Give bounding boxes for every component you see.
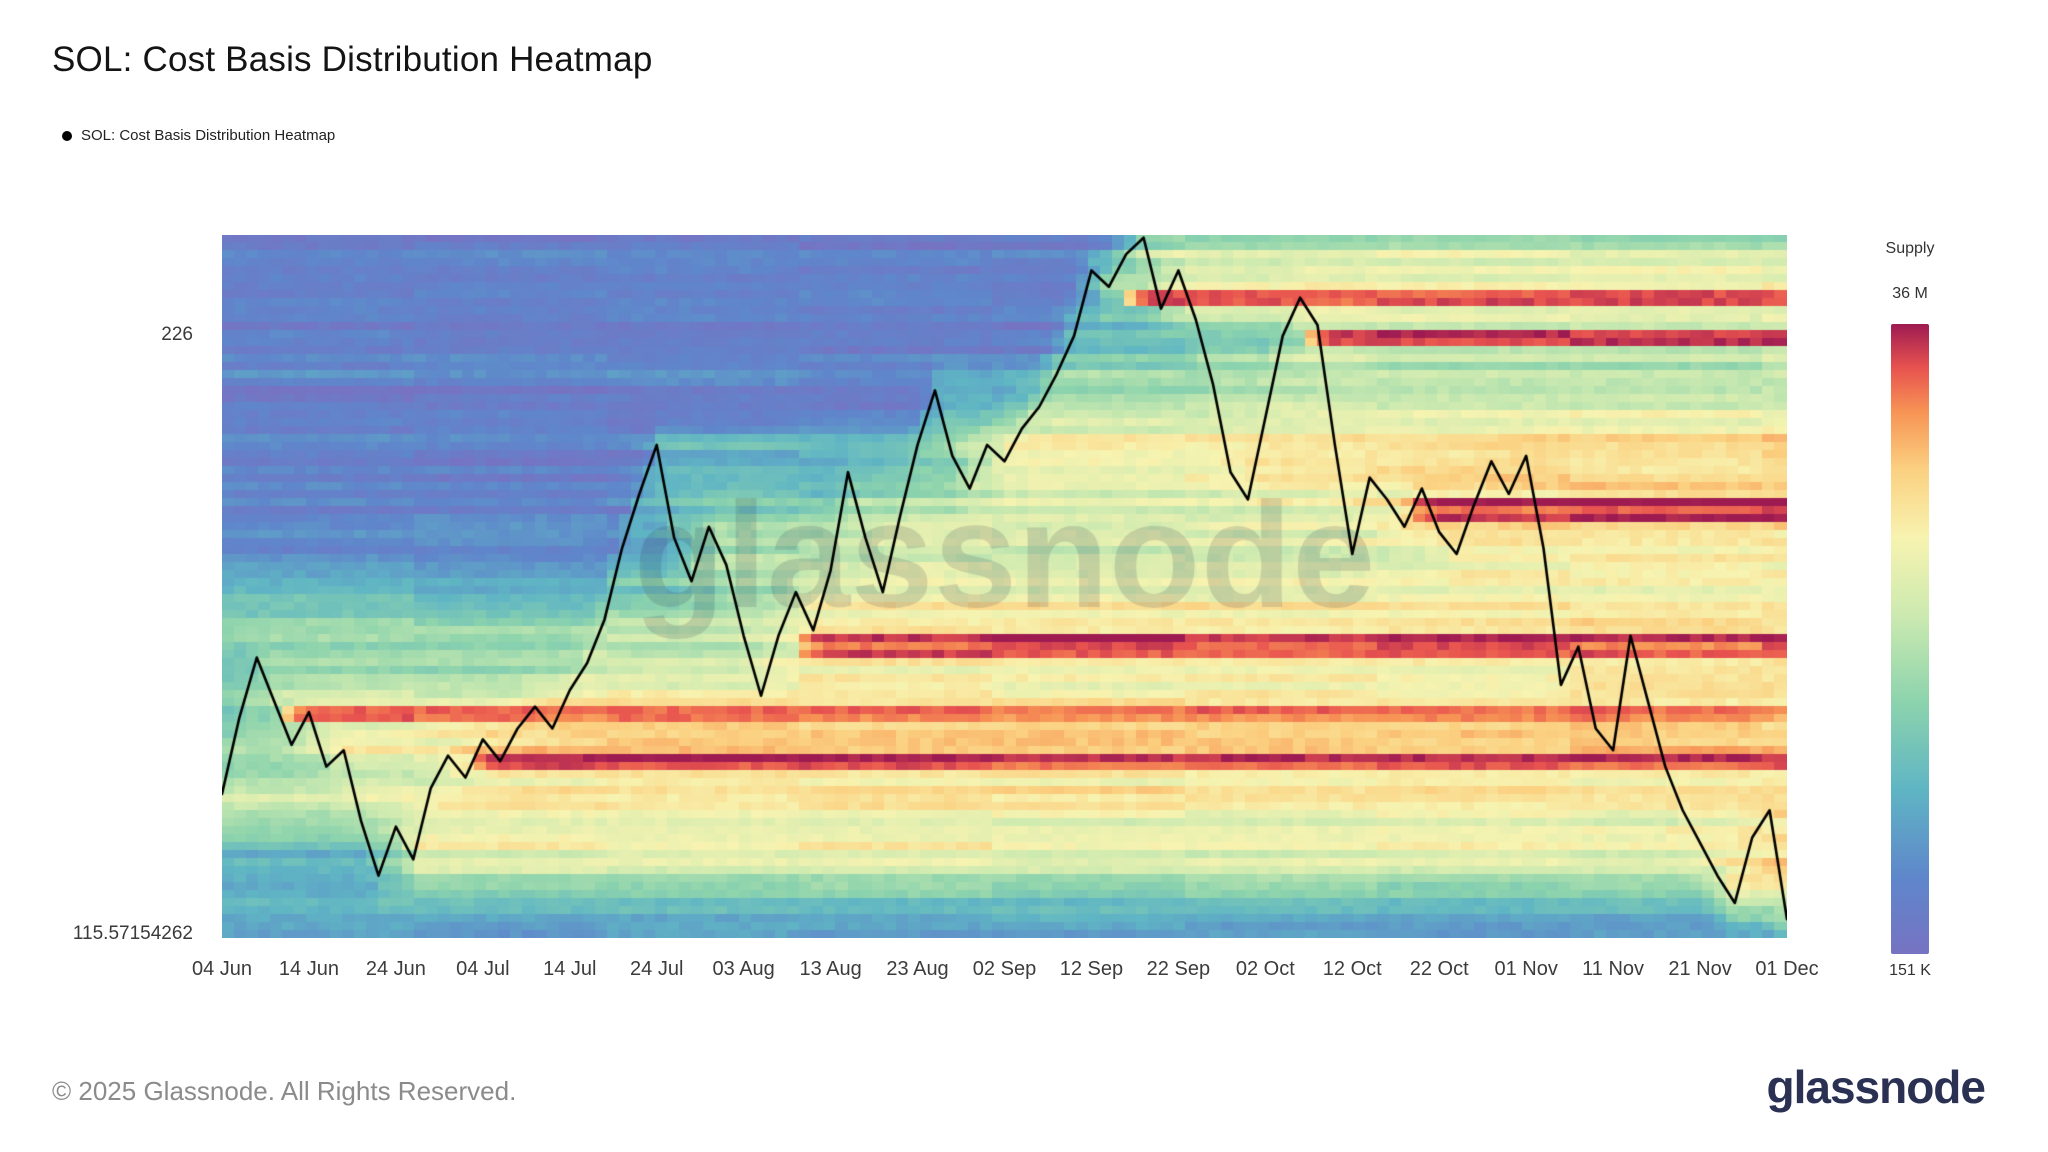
y-axis-label-min: 115.57154262 — [72, 923, 193, 944]
x-tick-label: 13 Aug — [799, 958, 862, 980]
glassnode-logo: glassnode — [1766, 1061, 1986, 1113]
heatmap-canvas[interactable] — [222, 235, 1787, 938]
x-tick-label: 12 Sep — [1059, 958, 1124, 980]
x-tick-label: 11 Nov — [1582, 958, 1645, 980]
x-tick-label: 04 Jun — [191, 958, 253, 980]
heatmap-chart[interactable] — [222, 235, 1787, 938]
x-tick-label: 02 Oct — [1235, 958, 1295, 980]
x-tick-label: 01 Dec — [1755, 958, 1819, 980]
x-tick-label: 14 Jun — [278, 958, 339, 980]
x-tick-label: 22 Oct — [1409, 958, 1469, 980]
x-tick-label: 03 Aug — [712, 958, 775, 980]
x-tick-label: 02 Sep — [972, 958, 1037, 980]
colorbar-title: Supply — [1885, 240, 1935, 257]
x-tick-label: 14 Jul — [543, 958, 597, 980]
legend-item[interactable]: SOL: Cost Basis Distribution Heatmap — [62, 127, 335, 144]
x-tick-label: 24 Jun — [365, 958, 426, 980]
x-tick-label: 12 Oct — [1322, 958, 1382, 980]
page-title: SOL: Cost Basis Distribution Heatmap — [52, 40, 653, 79]
y-axis-label-max: 226 — [161, 324, 193, 345]
copyright-text: © 2025 Glassnode. All Rights Reserved. — [52, 1076, 517, 1106]
x-tick-label: 22 Sep — [1146, 958, 1211, 980]
x-tick-label: 01 Nov — [1494, 958, 1558, 980]
x-tick-label: 04 Jul — [456, 958, 510, 980]
colorbar-max-label: 36 M — [1892, 285, 1928, 302]
x-axis: 04 Jun 14 Jun 24 Jun 04 Jul 14 Jul 24 Jul 03 A… — [0, 958, 2048, 990]
colorbar-min-label: 151 K — [1889, 962, 1931, 979]
colorbar-gradient — [1891, 324, 1929, 954]
x-tick-label: 21 Nov — [1668, 958, 1732, 980]
x-tick-label: 24 Jul — [630, 958, 684, 980]
legend-marker-icon — [62, 130, 72, 141]
x-tick-label: 23 Aug — [886, 958, 949, 980]
legend-label: SOL: Cost Basis Distribution Heatmap — [81, 127, 336, 144]
